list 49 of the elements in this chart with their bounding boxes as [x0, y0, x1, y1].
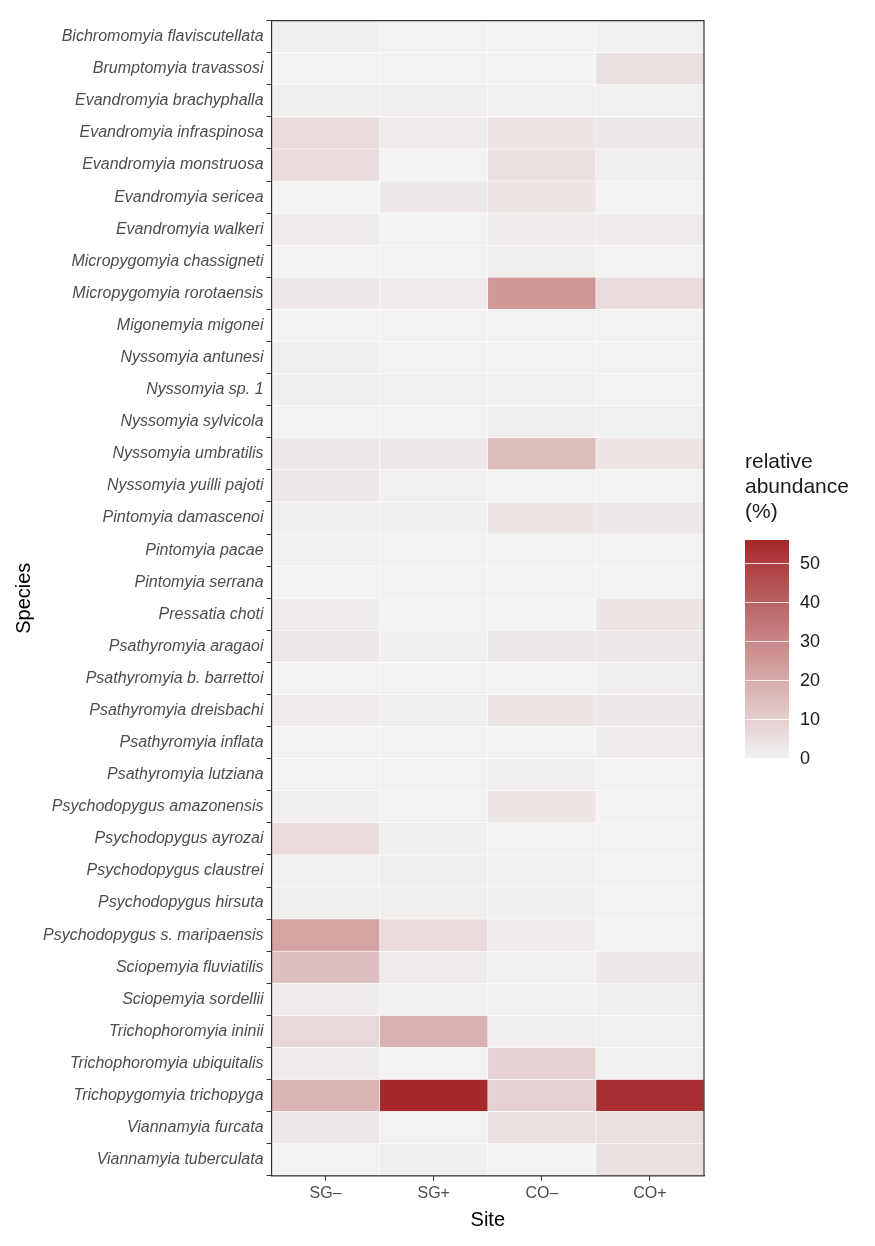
- x-tick-label: SG–: [309, 1183, 342, 1201]
- y-tick-label: Evandromyia monstruosa: [82, 155, 264, 173]
- y-tick-label: Evandromyia walkeri: [115, 219, 264, 237]
- y-tick-label: Nyssomyia yuilli pajoti: [107, 476, 264, 494]
- color-bar-label: 10: [800, 708, 821, 731]
- color-bar-label: 30: [800, 630, 821, 653]
- y-tick-label: Viannamyia tuberculata: [96, 1150, 264, 1168]
- y-tick-label: Sciopemyia fluviatilis: [115, 957, 264, 975]
- y-tick-label: Psathyromyia aragaoi: [108, 636, 264, 654]
- x-axis-title: Site: [470, 1207, 506, 1230]
- y-tick-label: Sciopemyia sordellii: [122, 989, 264, 1007]
- color-bar-label: 20: [800, 669, 821, 692]
- y-tick-label: Psychodopygus claustrei: [86, 861, 264, 879]
- y-tick-label: Evandromyia sericea: [114, 187, 264, 205]
- color-bar-label: 50: [800, 552, 821, 575]
- y-tick-label: Psychodopygus ayrozai: [94, 829, 264, 847]
- color-bar-label: 0: [800, 747, 811, 769]
- y-tick-label: Viannamyia furcata: [126, 1118, 264, 1136]
- x-tick-label: SG+: [417, 1183, 450, 1201]
- y-tick-label: Nyssomyia sp. 1: [146, 380, 264, 398]
- y-tick-label: Psychodopygus hirsuta: [98, 893, 264, 911]
- legend-title: relative abundance (%): [745, 448, 850, 523]
- y-tick-label: Psathyromyia b. barrettoi: [85, 668, 264, 686]
- y-axis-title: Species: [11, 562, 34, 634]
- x-tick-label: CO–: [525, 1183, 559, 1201]
- y-tick-label: Migonemyia migonei: [116, 315, 264, 333]
- y-tick-label: Evandromyia brachyphalla: [75, 91, 264, 109]
- y-tick-label: Trichopygomyia trichopyga: [73, 1086, 264, 1104]
- y-tick-label: Nyssomyia antunesi: [120, 347, 264, 365]
- y-tick-label: Micropygomyia chassigneti: [71, 251, 264, 269]
- y-tick-label: Psychodopygus s. maripaensis: [42, 925, 264, 943]
- y-tick-label: Psathyromyia inflata: [119, 733, 264, 751]
- y-tick-label: Psathyromyia lutziana: [107, 765, 264, 783]
- y-tick-label: Trichophoromyia ubiquitalis: [69, 1053, 264, 1071]
- y-tick-label: Pressatia choti: [158, 604, 264, 622]
- y-tick-label: Evandromyia infraspinosa: [79, 123, 264, 141]
- x-tick-label: CO+: [633, 1183, 667, 1201]
- y-tick-label: Nyssomyia umbratilis: [112, 444, 264, 462]
- y-tick-label: Brumptomyia travassosi: [92, 59, 264, 77]
- y-tick-label: Nyssomyia sylvicola: [120, 412, 264, 430]
- y-tick-label: Trichophoromyia ininii: [109, 1021, 264, 1039]
- y-tick-label: Pintomyia pacae: [145, 540, 264, 558]
- y-tick-label: Pintomyia damascenoi: [102, 508, 264, 526]
- y-tick-label: Psathyromyia dreisbachi: [89, 700, 264, 718]
- y-tick-label: Micropygomyia rorotaensis: [72, 283, 264, 301]
- color-bar-label: 40: [800, 591, 821, 614]
- y-tick-label: Pintomyia serrana: [134, 572, 264, 590]
- y-tick-label: Bichromomyia flaviscutellata: [61, 27, 264, 45]
- y-tick-label: Psychodopygus amazonensis: [51, 797, 264, 815]
